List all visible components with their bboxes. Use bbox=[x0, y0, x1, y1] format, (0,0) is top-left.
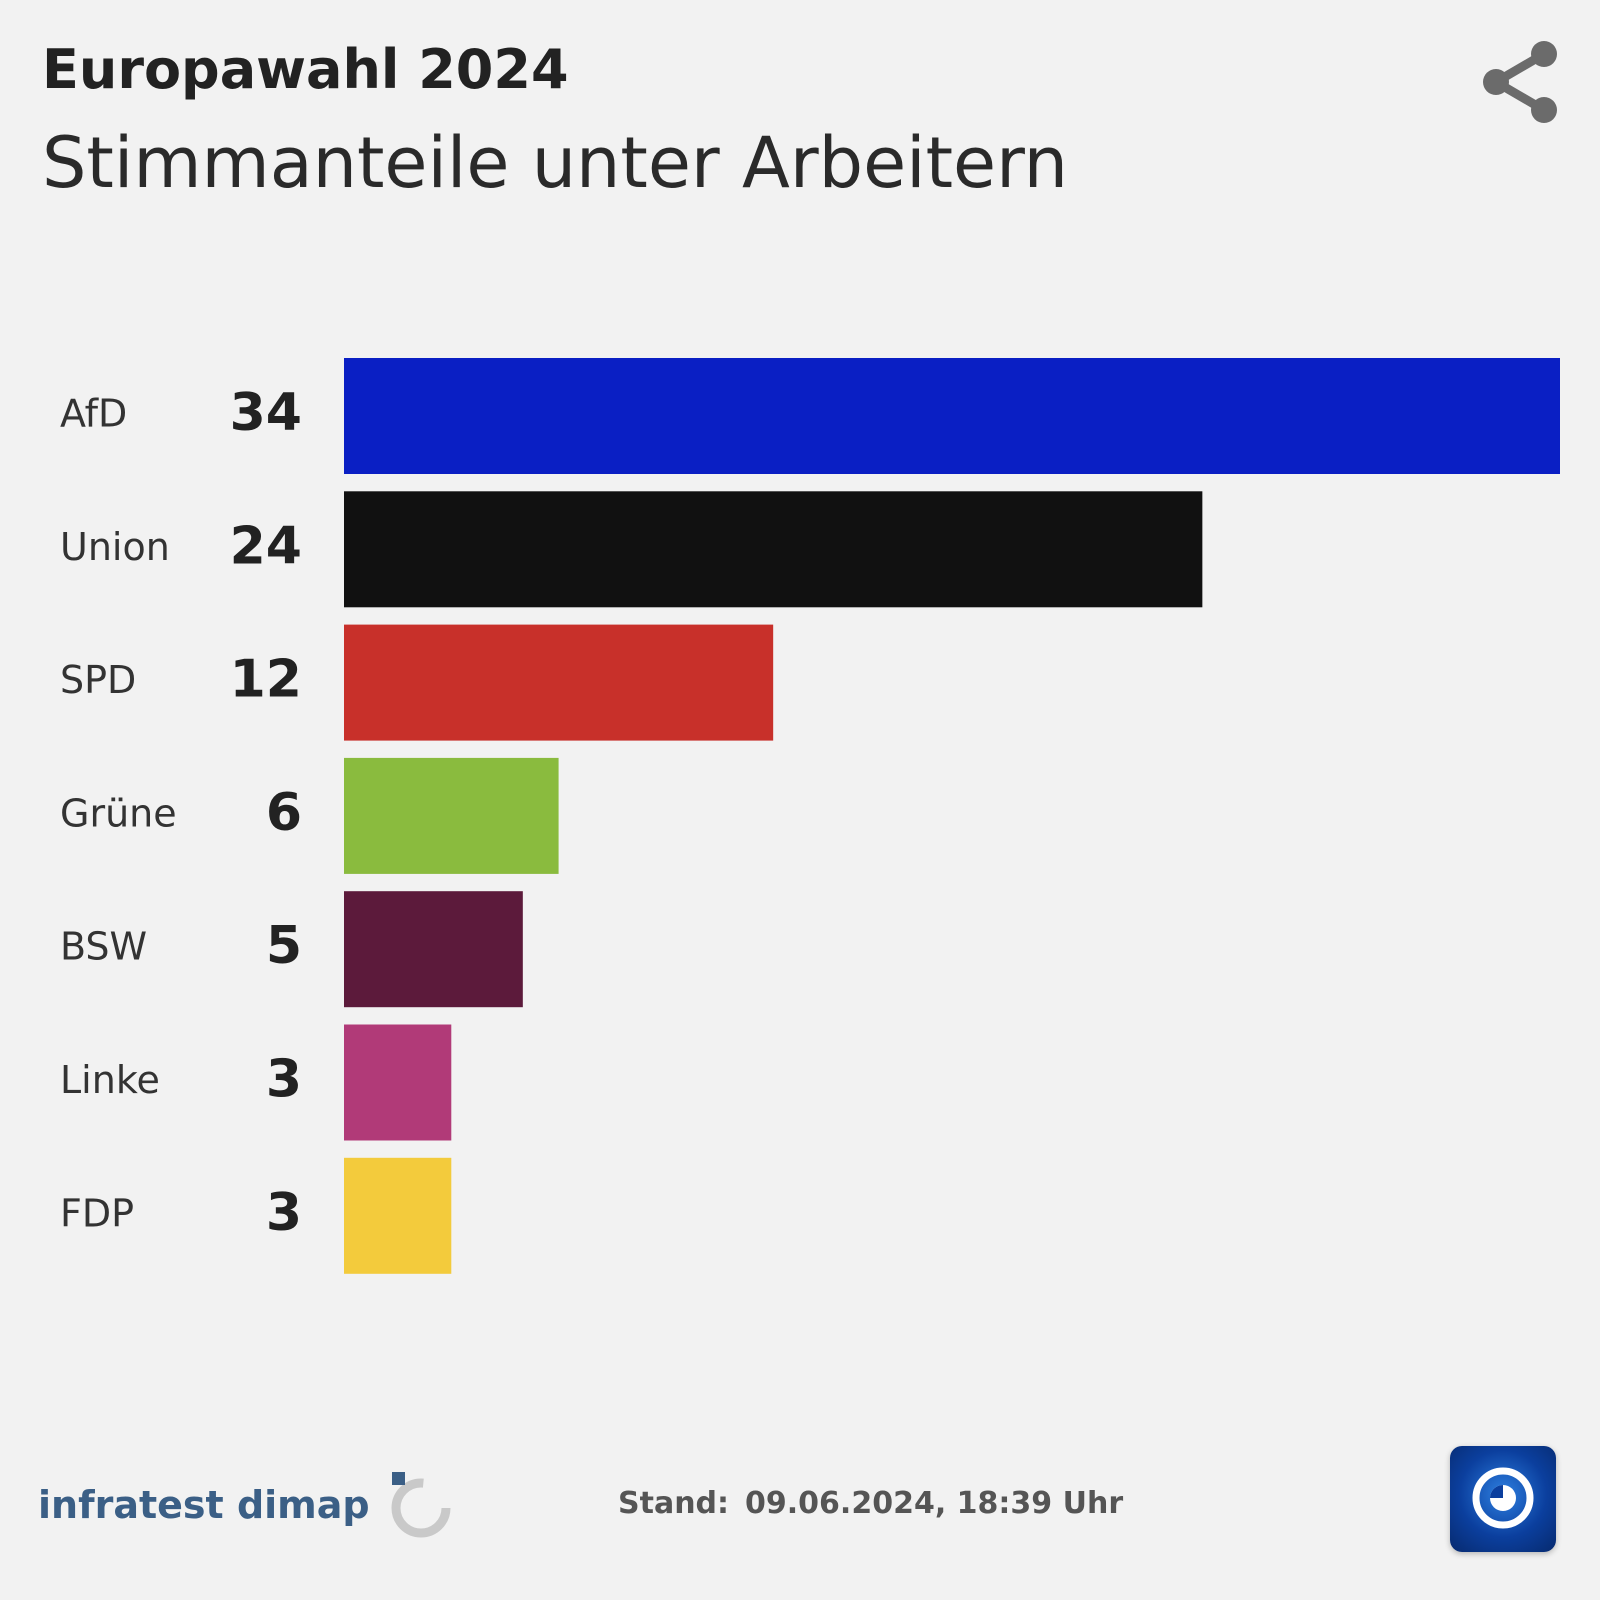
category-label: AfD bbox=[60, 392, 127, 436]
timestamp: Stand: 09.06.2024, 18:39 Uhr bbox=[618, 1486, 1123, 1521]
infratest-dimap-logo: infratest dimap bbox=[38, 1470, 456, 1540]
value-label: 34 bbox=[230, 383, 302, 443]
bar bbox=[344, 891, 523, 1008]
category-label: FDP bbox=[60, 1191, 134, 1235]
value-label: 6 bbox=[266, 783, 302, 843]
timestamp-value: 09.06.2024, 18:39 Uhr bbox=[745, 1486, 1124, 1521]
timestamp-label: Stand: bbox=[618, 1486, 730, 1521]
bar bbox=[344, 624, 774, 741]
value-label: 3 bbox=[266, 1050, 302, 1110]
category-label: SPD bbox=[60, 658, 136, 702]
chart-subtitle: Stimmanteile unter Arbeitern bbox=[42, 122, 1069, 204]
bar bbox=[344, 1157, 452, 1274]
category-label: BSW bbox=[60, 925, 147, 969]
tagesschau-icon bbox=[1472, 1467, 1534, 1529]
category-label: Linke bbox=[60, 1058, 160, 1102]
value-label: 5 bbox=[266, 916, 302, 976]
bar-chart: AfD 34 Union 24 SPD 12 Grüne 6 BSW 5 Linke 3 FDP 3 bbox=[60, 358, 1560, 1274]
bar bbox=[344, 1024, 452, 1141]
tagesschau-logo bbox=[1450, 1446, 1556, 1552]
share-icon[interactable] bbox=[1472, 36, 1564, 128]
value-label: 3 bbox=[266, 1183, 302, 1243]
chart-title: Europawahl 2024 bbox=[42, 38, 569, 101]
infratest-dimap-mark-icon bbox=[391, 1472, 451, 1538]
source-label: infratest dimap bbox=[38, 1483, 370, 1527]
value-label: 24 bbox=[230, 516, 302, 576]
bar bbox=[344, 757, 559, 874]
value-label: 12 bbox=[230, 650, 302, 710]
category-label: Union bbox=[60, 525, 170, 569]
bar bbox=[344, 358, 1560, 474]
category-label: Grüne bbox=[60, 791, 177, 835]
bar bbox=[344, 491, 1203, 608]
